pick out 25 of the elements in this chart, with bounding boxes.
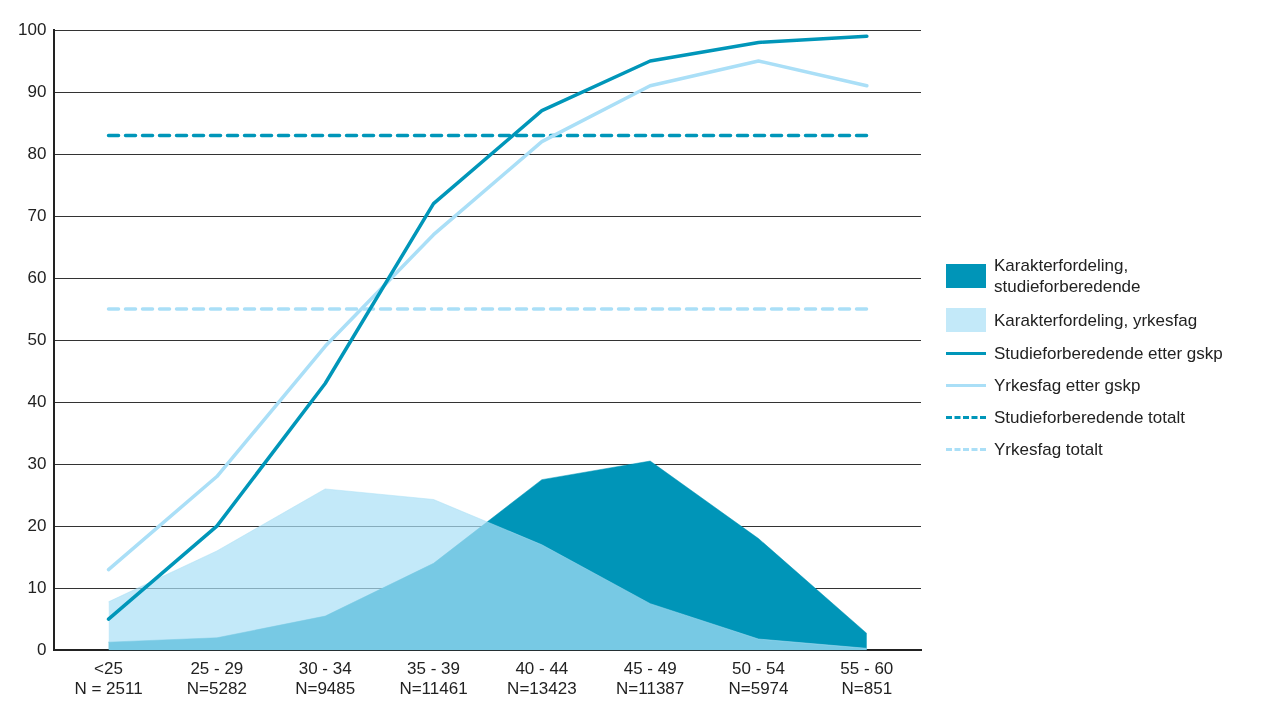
y-tick-label: 30	[27, 453, 47, 473]
x-tick-label: 55 - 60 N=851	[840, 659, 894, 699]
legend-label: Studieforberedende etter gskp	[994, 343, 1223, 364]
y-tick-label: 0	[36, 639, 47, 659]
x-tick-label: 40 - 44 N=13423	[507, 659, 577, 699]
x-tick-label: 35 - 39 N=11461	[399, 659, 468, 699]
y-tick-label: 70	[27, 205, 47, 225]
x-tick-label: 50 - 54 N=5974	[728, 659, 789, 699]
legend-label: Yrkesfag etter gskp	[994, 375, 1141, 396]
y-tick-label: 40	[27, 391, 47, 411]
x-tick-label: <25 N = 2511	[74, 659, 143, 699]
x-tick-label: 45 - 49 N=11387	[616, 659, 685, 699]
y-tick-label: 80	[27, 143, 47, 163]
legend-label: Yrkesfag totalt	[994, 439, 1103, 460]
y-tick-label: 50	[27, 329, 47, 349]
legend-label: Studieforberedende totalt	[994, 407, 1185, 428]
x-tick-label: 30 - 34 N=9485	[295, 659, 356, 699]
legend-label: Karakterfordeling, studieforberedende	[994, 255, 1142, 297]
y-tick-label: 90	[27, 81, 47, 101]
y-tick-label: 60	[27, 267, 47, 287]
legend-label: Karakterfordeling, yrkesfag	[994, 309, 1198, 331]
x-tick-label: 25 - 29 N=5282	[186, 659, 247, 699]
y-tick-label: 20	[27, 515, 47, 535]
y-tick-label: 10	[27, 577, 47, 597]
y-tick-label: 100	[17, 19, 47, 39]
